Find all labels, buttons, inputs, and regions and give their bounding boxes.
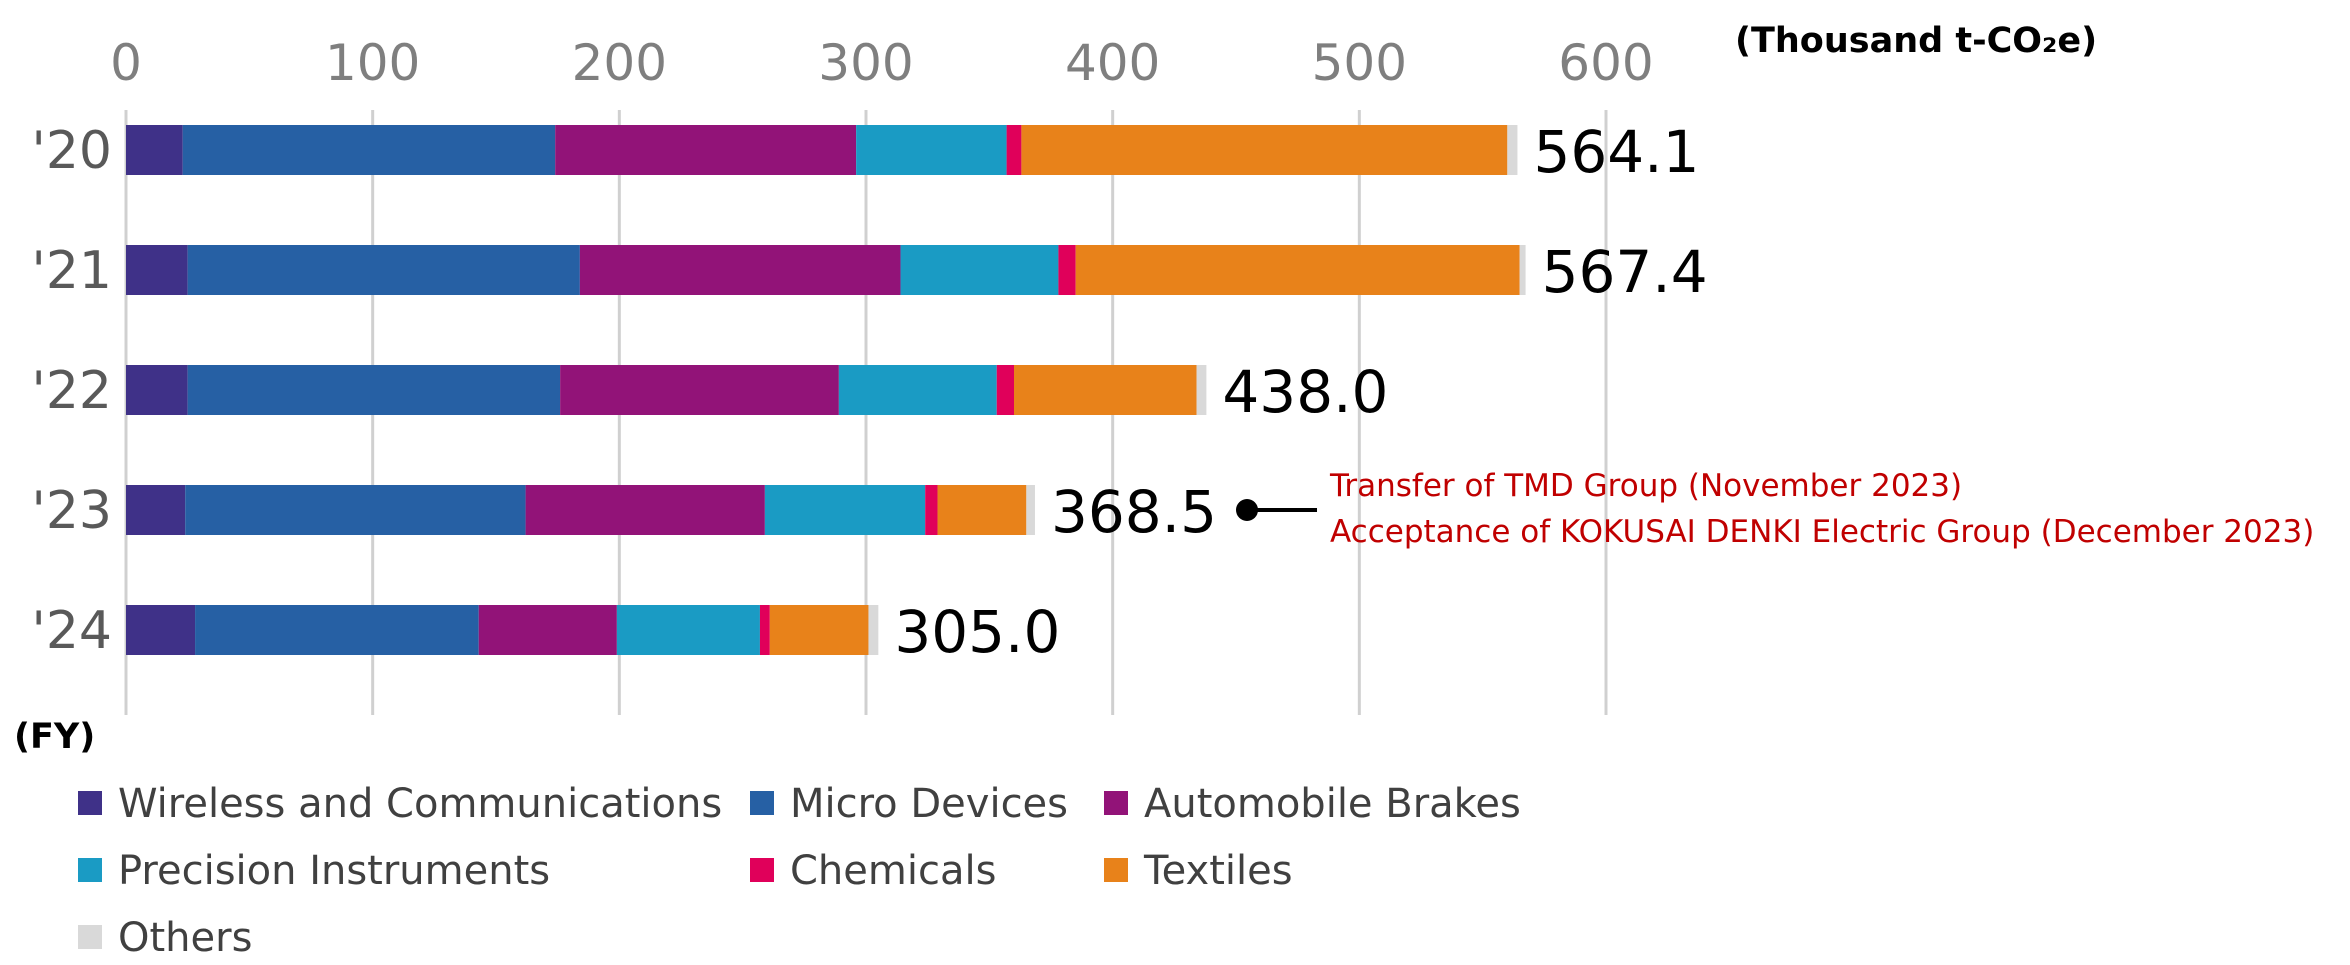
legend-label: Precision Instruments xyxy=(118,848,550,894)
unit-label: (Thousand t-CO₂e) xyxy=(1735,21,2097,61)
bar-segment xyxy=(182,125,556,175)
x-axis-ticks: 0 100 200 300 400 500 600 xyxy=(110,34,1654,92)
bar-segment xyxy=(937,485,1027,535)
x-tick-label: 400 xyxy=(1065,34,1160,92)
legend-label: Automobile Brakes xyxy=(1144,781,1521,827)
legend-label: Chemicals xyxy=(790,848,996,894)
legend-swatch xyxy=(1104,791,1128,815)
legend-swatch xyxy=(1104,858,1128,882)
y-category-label: '21 xyxy=(32,241,112,301)
bar-segment xyxy=(764,485,926,535)
bar-segment xyxy=(525,485,765,535)
x-tick-label: 500 xyxy=(1312,34,1407,92)
total-label: 567.4 xyxy=(1542,238,1708,306)
bar-segment xyxy=(187,365,561,415)
y-category-label: '20 xyxy=(32,121,112,181)
legend-swatch xyxy=(78,791,102,815)
bar-segment xyxy=(1026,485,1035,535)
bar-segment xyxy=(759,605,770,655)
x-tick-label: 0 xyxy=(110,34,142,92)
bar-segment xyxy=(1006,125,1022,175)
bar-segment xyxy=(126,245,188,295)
legend: Wireless and Communications Micro Devices… xyxy=(78,781,1521,961)
total-label: 305.0 xyxy=(894,598,1060,666)
bar-segment xyxy=(579,245,901,295)
fy-label: (FY) xyxy=(14,717,95,757)
bar-segment xyxy=(126,125,183,175)
y-axis-categories: '20 '21 '22 '23 '24 xyxy=(32,121,112,661)
bar-segment xyxy=(838,365,997,415)
annotation-text: Acceptance of KOKUSAI DENKI Electric Gro… xyxy=(1330,514,2314,550)
total-label: 564.1 xyxy=(1533,118,1699,186)
bar-segment xyxy=(126,605,196,655)
x-tick-label: 600 xyxy=(1558,34,1653,92)
y-category-label: '23 xyxy=(32,481,112,541)
bar-segment xyxy=(478,605,617,655)
legend-swatch xyxy=(750,858,774,882)
bar-segment xyxy=(195,605,479,655)
y-category-label: '22 xyxy=(32,361,112,421)
x-tick-label: 200 xyxy=(572,34,667,92)
bar-segment xyxy=(1021,125,1508,175)
total-label: 368.5 xyxy=(1051,478,1217,546)
legend-swatch xyxy=(78,925,102,949)
bar-segment xyxy=(126,365,188,415)
bar-segment xyxy=(856,125,1007,175)
bar-segment xyxy=(996,365,1014,415)
legend-swatch xyxy=(750,791,774,815)
x-tick-label: 100 xyxy=(325,34,420,92)
bar-segment xyxy=(126,485,186,535)
legend-label: Micro Devices xyxy=(790,781,1068,827)
bar-segment xyxy=(1196,365,1207,415)
annotation-text: Transfer of TMD Group (November 2023) xyxy=(1329,468,1962,504)
bar-segment xyxy=(900,245,1059,295)
bar-segment xyxy=(1014,365,1197,415)
x-tick-label: 300 xyxy=(818,34,913,92)
bar-segment xyxy=(868,605,879,655)
bar-segment xyxy=(616,605,760,655)
bar-segment xyxy=(769,605,869,655)
bar-segment xyxy=(560,365,839,415)
bar-segment xyxy=(1075,245,1520,295)
legend-swatch xyxy=(78,858,102,882)
legend-label: Others xyxy=(118,915,252,961)
y-category-label: '24 xyxy=(32,601,112,661)
total-label: 438.0 xyxy=(1222,358,1388,426)
bar-segment xyxy=(925,485,938,535)
bar-segment xyxy=(1058,245,1076,295)
bar-segment xyxy=(1519,245,1526,295)
bar-segment xyxy=(185,485,526,535)
bar-segment xyxy=(187,245,580,295)
bar-segment xyxy=(555,125,857,175)
legend-label: Textiles xyxy=(1143,848,1293,894)
annotation: Transfer of TMD Group (November 2023) Acc… xyxy=(1236,468,2314,550)
bars xyxy=(126,125,1526,655)
bar-segment xyxy=(1507,125,1518,175)
legend-label: Wireless and Communications xyxy=(118,781,722,827)
